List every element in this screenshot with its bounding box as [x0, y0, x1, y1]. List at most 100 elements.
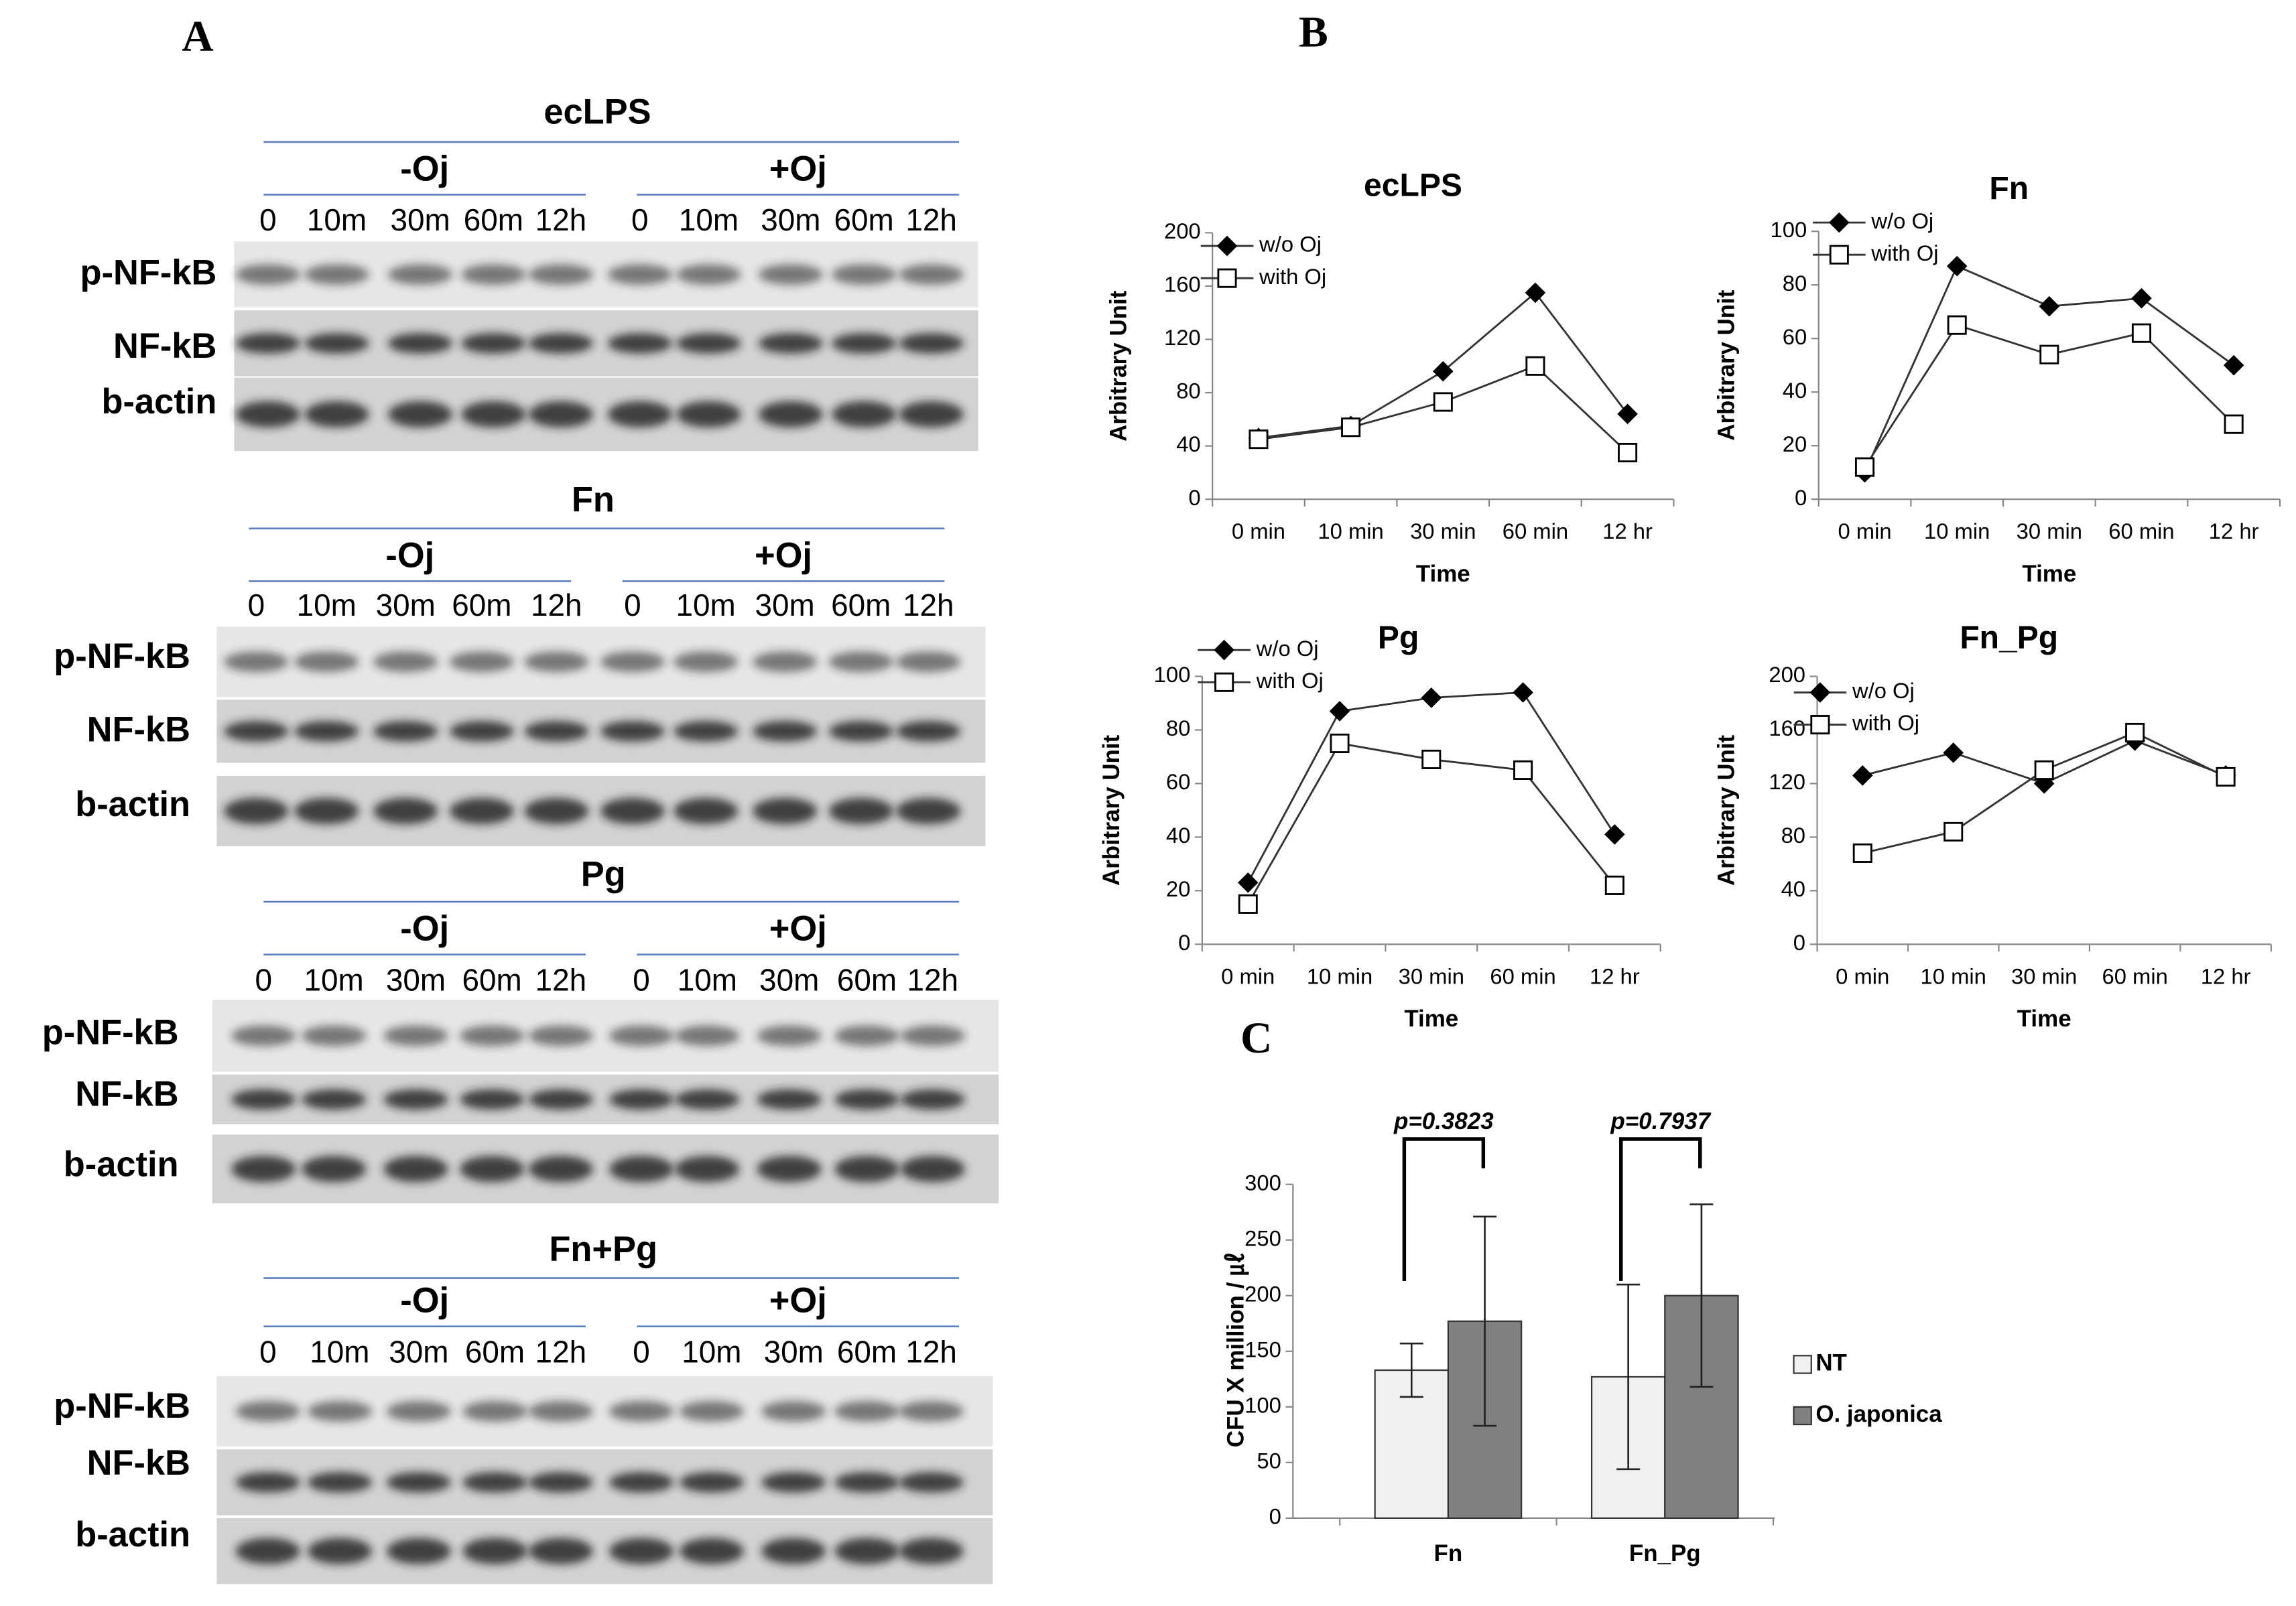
point — [2034, 760, 2054, 780]
band — [373, 651, 438, 672]
y-tick-label: 20 — [1166, 876, 1190, 901]
x-axis-label: Time — [1404, 1006, 1458, 1032]
y-tick-label: 60 — [1166, 769, 1190, 794]
band — [676, 333, 741, 354]
band — [828, 721, 893, 742]
band — [609, 1089, 674, 1110]
band — [676, 264, 741, 285]
band — [524, 651, 589, 672]
band — [235, 1401, 300, 1422]
band — [386, 1472, 451, 1493]
y-tick-label: 0 — [1795, 485, 1807, 510]
group-label: +Oj — [769, 149, 827, 188]
y-axis-label: Arbitrary Unit — [1098, 734, 1125, 886]
lane-label: 12h — [531, 588, 582, 622]
legend-marker — [1216, 235, 1238, 257]
band — [834, 1156, 899, 1183]
band — [900, 1025, 965, 1047]
band — [753, 797, 818, 825]
group-label: -Oj — [400, 1282, 449, 1321]
lane-label: 10m — [297, 588, 357, 622]
band — [899, 1401, 964, 1422]
legend-label: O. japonica — [1815, 1401, 1942, 1427]
legend-label: w/o Oj — [1256, 636, 1319, 661]
band — [828, 651, 893, 672]
y-axis-label: Arbitrary Unit — [1106, 290, 1132, 442]
point — [1604, 875, 1624, 895]
band — [609, 1025, 674, 1047]
band — [600, 651, 665, 672]
band — [302, 1025, 367, 1047]
point — [1341, 417, 1361, 438]
band — [386, 1538, 451, 1564]
band — [761, 1472, 826, 1493]
x-tick-label: 60 min — [1503, 519, 1568, 543]
band — [758, 333, 823, 354]
band — [896, 797, 961, 825]
band — [679, 1472, 744, 1493]
lane-label: 30m — [759, 962, 819, 997]
point — [2216, 766, 2236, 787]
point — [1238, 894, 1258, 914]
band — [899, 1538, 964, 1564]
point — [2039, 344, 2059, 364]
band — [753, 651, 818, 672]
lane-label: 30m — [755, 588, 815, 622]
band — [761, 1538, 826, 1564]
legend-marker — [1810, 715, 1830, 735]
y-tick-label: 120 — [1769, 769, 1805, 794]
blot-title: Pg — [581, 856, 626, 894]
band — [383, 1156, 448, 1183]
x-axis-label: Time — [1416, 561, 1470, 587]
band — [674, 721, 739, 742]
y-tick-label: 0 — [1269, 1504, 1281, 1529]
band — [899, 264, 964, 285]
lane-label: 10m — [678, 962, 737, 997]
x-tick-label: 30 min — [1410, 519, 1476, 543]
error-bar — [1616, 1283, 1641, 1471]
x-tick-label: Fn_Pg — [1629, 1540, 1701, 1566]
chart-title: Fn — [1989, 170, 2029, 206]
band — [607, 401, 672, 428]
row-label: p-NF-kB — [54, 637, 190, 676]
row-label: b-actin — [64, 1145, 179, 1184]
band — [528, 401, 593, 428]
y-tick-label: 80 — [1176, 379, 1200, 403]
band — [528, 1089, 593, 1110]
x-tick-label: 30 min — [2017, 519, 2082, 543]
row-label: p-NF-kB — [42, 1014, 179, 1053]
group-label: +Oj — [769, 1282, 827, 1321]
band — [676, 401, 741, 428]
band — [675, 1156, 740, 1183]
y-tick-label: 100 — [1245, 1392, 1281, 1417]
band — [449, 797, 514, 825]
x-tick-label: 12 hr — [2209, 519, 2259, 543]
point — [1946, 255, 1968, 277]
point — [1432, 360, 1454, 382]
band — [304, 401, 369, 428]
point — [1421, 687, 1442, 708]
blot-title: Fn+Pg — [549, 1230, 657, 1269]
band — [609, 1156, 674, 1183]
group-label: -Oj — [400, 149, 449, 188]
band — [828, 797, 893, 825]
point — [2131, 287, 2152, 309]
row-label: p-NF-kB — [80, 254, 217, 293]
x-tick-label: 60 min — [2108, 519, 2174, 543]
row-label: NF-kB — [113, 327, 216, 366]
lane-label: 60m — [465, 1334, 525, 1369]
y-tick-label: 40 — [1166, 823, 1190, 848]
y-tick-label: 40 — [1781, 876, 1805, 901]
y-axis-label: Arbitrary Unit — [1713, 289, 1739, 441]
band — [896, 721, 961, 742]
band — [460, 1025, 525, 1047]
band — [462, 1472, 527, 1493]
lane-label: 0 — [631, 202, 649, 237]
band — [388, 401, 453, 428]
band — [231, 1089, 296, 1110]
band — [600, 721, 665, 742]
point — [1604, 824, 1625, 845]
x-tick-label: 12 hr — [1590, 963, 1640, 988]
error-bar — [1473, 1215, 1497, 1427]
